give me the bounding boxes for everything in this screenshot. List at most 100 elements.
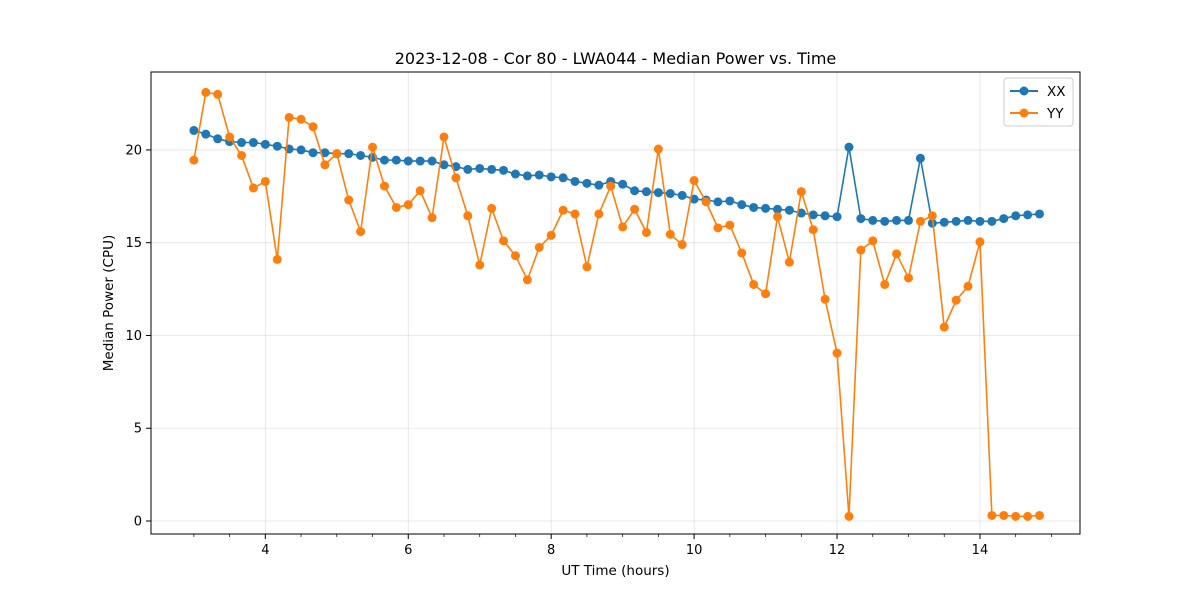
data-point-xx-33: [582, 178, 592, 188]
legend-label-yy: YY: [1046, 106, 1064, 122]
data-point-xx-10: [308, 148, 318, 158]
data-point-yy-28: [522, 275, 532, 285]
data-point-xx-14: [356, 150, 366, 160]
data-point-yy-21: [439, 132, 449, 142]
data-point-xx-25: [487, 164, 497, 174]
data-point-xx-18: [403, 156, 413, 166]
data-point-yy-40: [665, 229, 675, 239]
data-point-xx-38: [641, 187, 651, 197]
series-layer: [189, 87, 1044, 521]
data-point-yy-12: [332, 149, 342, 159]
data-point-xx-67: [987, 216, 997, 226]
data-point-yy-55: [844, 511, 854, 521]
data-point-yy-41: [677, 240, 687, 250]
data-point-yy-20: [427, 213, 437, 223]
data-point-xx-13: [344, 149, 354, 159]
plot-frame: [150, 71, 1081, 535]
data-point-xx-46: [737, 200, 747, 210]
data-point-yy-23: [463, 211, 473, 221]
data-point-xx-24: [475, 163, 485, 173]
data-point-xx-61: [915, 153, 925, 163]
data-point-xx-50: [784, 205, 794, 215]
data-point-xx-28: [522, 171, 532, 181]
data-point-yy-9: [296, 114, 306, 124]
data-point-xx-47: [749, 202, 759, 212]
data-point-xx-30: [546, 172, 556, 182]
data-point-xx-58: [880, 216, 890, 226]
x-tick-label-4: 12: [829, 543, 846, 558]
data-point-xx-5: [248, 138, 258, 148]
data-point-yy-49: [773, 212, 782, 222]
data-point-yy-39: [653, 144, 663, 154]
data-point-xx-69: [1011, 211, 1021, 221]
data-point-xx-59: [892, 215, 902, 225]
data-point-xx-63: [939, 217, 949, 227]
data-point-xx-68: [999, 214, 1009, 224]
data-point-yy-2: [213, 89, 223, 99]
x-tick-label-3: 10: [686, 543, 703, 558]
legend: XX YY: [1003, 77, 1074, 127]
data-point-xx-21: [439, 160, 449, 170]
axis-ticks: 4 6 8 10 12 14 0 5 10 15 20: [125, 143, 1052, 558]
data-point-yy-54: [832, 348, 842, 358]
data-point-xx-9: [296, 145, 306, 155]
data-point-yy-32: [570, 209, 580, 219]
data-point-xx-57: [868, 215, 878, 225]
data-point-xx-34: [594, 180, 604, 190]
y-tick-label-3: 15: [125, 236, 142, 251]
data-point-yy-1: [201, 87, 211, 97]
data-point-xx-19: [415, 156, 425, 166]
data-point-yy-19: [415, 186, 425, 196]
y-tick-label-4: 20: [125, 143, 142, 158]
data-point-yy-38: [641, 227, 651, 237]
data-point-yy-60: [903, 273, 913, 283]
data-point-yy-26: [499, 236, 509, 246]
data-point-xx-48: [761, 203, 771, 213]
data-point-yy-47: [749, 279, 759, 289]
data-point-yy-33: [582, 262, 592, 272]
data-point-xx-26: [499, 165, 509, 175]
data-point-yy-24: [475, 260, 485, 270]
data-point-yy-44: [713, 223, 723, 233]
data-point-xx-45: [725, 196, 735, 206]
data-point-xx-2: [213, 134, 223, 144]
data-point-xx-6: [260, 139, 270, 149]
data-point-yy-16: [379, 181, 389, 191]
x-tick-label-0: 4: [261, 543, 269, 558]
data-point-yy-65: [963, 281, 973, 291]
data-point-yy-15: [368, 142, 378, 152]
data-point-xx-39: [653, 188, 663, 198]
data-point-xx-31: [558, 173, 568, 183]
data-point-yy-52: [808, 225, 818, 235]
series-yy: [189, 87, 1044, 521]
data-point-yy-30: [546, 230, 556, 240]
data-point-xx-17: [391, 155, 401, 165]
data-point-yy-6: [260, 176, 270, 186]
legend-marker-xx: [1019, 86, 1029, 96]
y-tick-label-1: 5: [134, 422, 142, 437]
data-point-yy-62: [927, 211, 937, 221]
legend-marker-yy: [1019, 108, 1029, 118]
data-point-yy-34: [594, 209, 604, 219]
data-point-xx-53: [820, 211, 830, 221]
data-point-yy-45: [725, 220, 735, 230]
data-point-xx-16: [379, 155, 389, 165]
data-point-yy-14: [356, 227, 366, 237]
y-axis-label: Median Power (CPU): [101, 235, 117, 371]
data-point-yy-43: [701, 197, 711, 207]
grid-lines: [151, 72, 1080, 534]
data-point-yy-0: [189, 155, 199, 165]
data-point-yy-8: [284, 112, 294, 122]
data-point-yy-11: [320, 160, 330, 170]
data-point-yy-59: [892, 249, 902, 259]
data-point-xx-40: [665, 189, 675, 199]
data-point-yy-35: [606, 181, 616, 191]
data-point-yy-7: [272, 254, 282, 264]
data-point-yy-64: [951, 295, 961, 305]
data-point-yy-69: [1011, 511, 1021, 521]
data-point-yy-63: [939, 322, 949, 332]
data-point-yy-42: [689, 176, 699, 186]
data-point-xx-20: [427, 156, 437, 166]
